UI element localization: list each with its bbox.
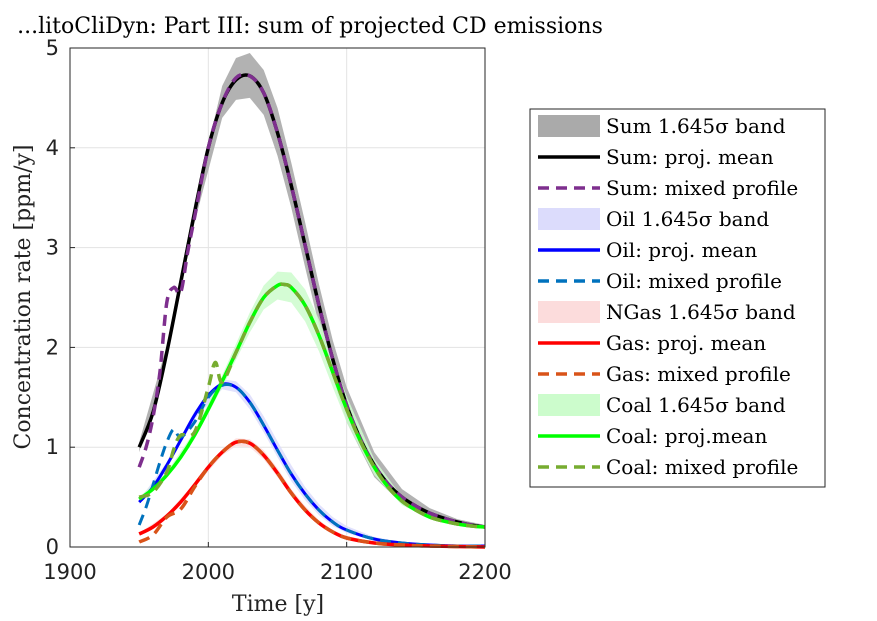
legend-swatch-band (538, 394, 600, 416)
legend-label: Gas: mixed profile (606, 362, 791, 386)
y-tick-label: 4 (46, 136, 59, 160)
x-tick-label: 1900 (43, 560, 96, 584)
series-line-5 (138, 282, 486, 529)
legend-label: Oil: proj. mean (606, 238, 757, 262)
legend-swatch-band (538, 301, 600, 323)
y-tick-label: 2 (46, 335, 59, 359)
legend-swatch-band (538, 115, 600, 137)
y-tick-label: 3 (46, 236, 59, 260)
series-lines (137, 72, 486, 549)
legend-box (529, 108, 826, 488)
y-tick-label: 0 (46, 535, 59, 559)
band-0 (139, 53, 485, 528)
legend-label: Oil 1.645σ band (606, 207, 769, 231)
axis-ticks: 1900 2000 2100 2200 0 1 2 3 4 5 (43, 36, 511, 584)
plot-frame (69, 47, 486, 548)
y-tick-label: 1 (46, 435, 59, 459)
legend-label: Sum: mixed profile (606, 176, 798, 200)
legend-label: Coal: mixed profile (606, 455, 798, 479)
series-line-7 (138, 439, 486, 549)
x-tick-label: 2000 (182, 560, 235, 584)
legend-label: Coal 1.645σ band (606, 393, 786, 417)
y-tick-label: 5 (46, 36, 59, 60)
chart-title: ...litoCliDyn: Part III: sum of projecte… (17, 14, 603, 39)
x-axis-label: Time [y] (232, 592, 324, 617)
x-tick-label: 2100 (320, 560, 373, 584)
legend-swatch-band (538, 208, 600, 230)
legend-label: Sum 1.645σ band (606, 114, 786, 138)
legend-label: Coal: proj.mean (606, 424, 767, 448)
legend-label: Oil: mixed profile (606, 269, 782, 293)
legend-label: Gas: proj. mean (606, 331, 766, 355)
y-axis-label: Concentration rate [ppm/y] (11, 144, 36, 449)
x-tick-label: 2200 (458, 560, 511, 584)
series-line-4 (138, 282, 486, 529)
legend-label: Sum: proj. mean (606, 145, 774, 169)
legend-label: NGas 1.645σ band (606, 300, 796, 324)
legend: Sum 1.645σ band Sum: proj. mean Sum: mixed… (529, 108, 826, 488)
series-line-1 (137, 72, 486, 529)
